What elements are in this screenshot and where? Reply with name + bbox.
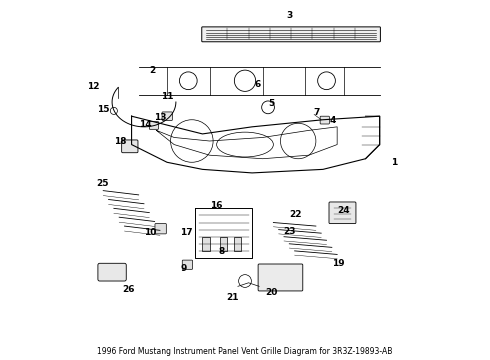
Text: 19: 19 <box>332 259 344 268</box>
Text: 7: 7 <box>314 108 320 117</box>
Text: 25: 25 <box>96 179 109 188</box>
Text: 18: 18 <box>114 137 126 146</box>
FancyBboxPatch shape <box>122 140 138 153</box>
FancyBboxPatch shape <box>320 116 329 124</box>
Text: 26: 26 <box>122 285 134 294</box>
Text: 14: 14 <box>139 120 151 129</box>
Text: 24: 24 <box>337 206 350 215</box>
Text: 9: 9 <box>180 264 187 273</box>
FancyBboxPatch shape <box>162 112 172 121</box>
Text: 23: 23 <box>283 227 295 236</box>
Text: 6: 6 <box>254 80 261 89</box>
Text: 5: 5 <box>269 99 275 108</box>
FancyBboxPatch shape <box>258 264 303 291</box>
Text: 17: 17 <box>180 228 193 237</box>
FancyBboxPatch shape <box>149 122 159 129</box>
FancyBboxPatch shape <box>182 260 193 269</box>
Text: 3: 3 <box>286 11 293 20</box>
Text: 15: 15 <box>97 105 109 114</box>
Text: 8: 8 <box>219 247 225 256</box>
Text: 20: 20 <box>266 288 278 297</box>
FancyBboxPatch shape <box>155 224 166 234</box>
Text: 10: 10 <box>144 228 156 237</box>
Bar <box>202 237 210 251</box>
Text: 12: 12 <box>87 82 99 91</box>
FancyBboxPatch shape <box>202 27 380 42</box>
Text: 16: 16 <box>210 201 223 210</box>
Text: 22: 22 <box>289 210 301 219</box>
Text: 13: 13 <box>154 113 167 122</box>
Text: 4: 4 <box>330 116 336 125</box>
Text: 1996 Ford Mustang Instrument Panel Vent Grille Diagram for 3R3Z-19893-AB: 1996 Ford Mustang Instrument Panel Vent … <box>98 347 392 356</box>
Bar <box>234 237 242 251</box>
Bar <box>220 237 227 251</box>
Text: 1: 1 <box>391 158 397 167</box>
Text: 21: 21 <box>226 293 239 302</box>
Text: 11: 11 <box>161 92 173 101</box>
Text: 2: 2 <box>150 66 156 75</box>
FancyBboxPatch shape <box>329 202 356 224</box>
FancyBboxPatch shape <box>98 263 126 281</box>
